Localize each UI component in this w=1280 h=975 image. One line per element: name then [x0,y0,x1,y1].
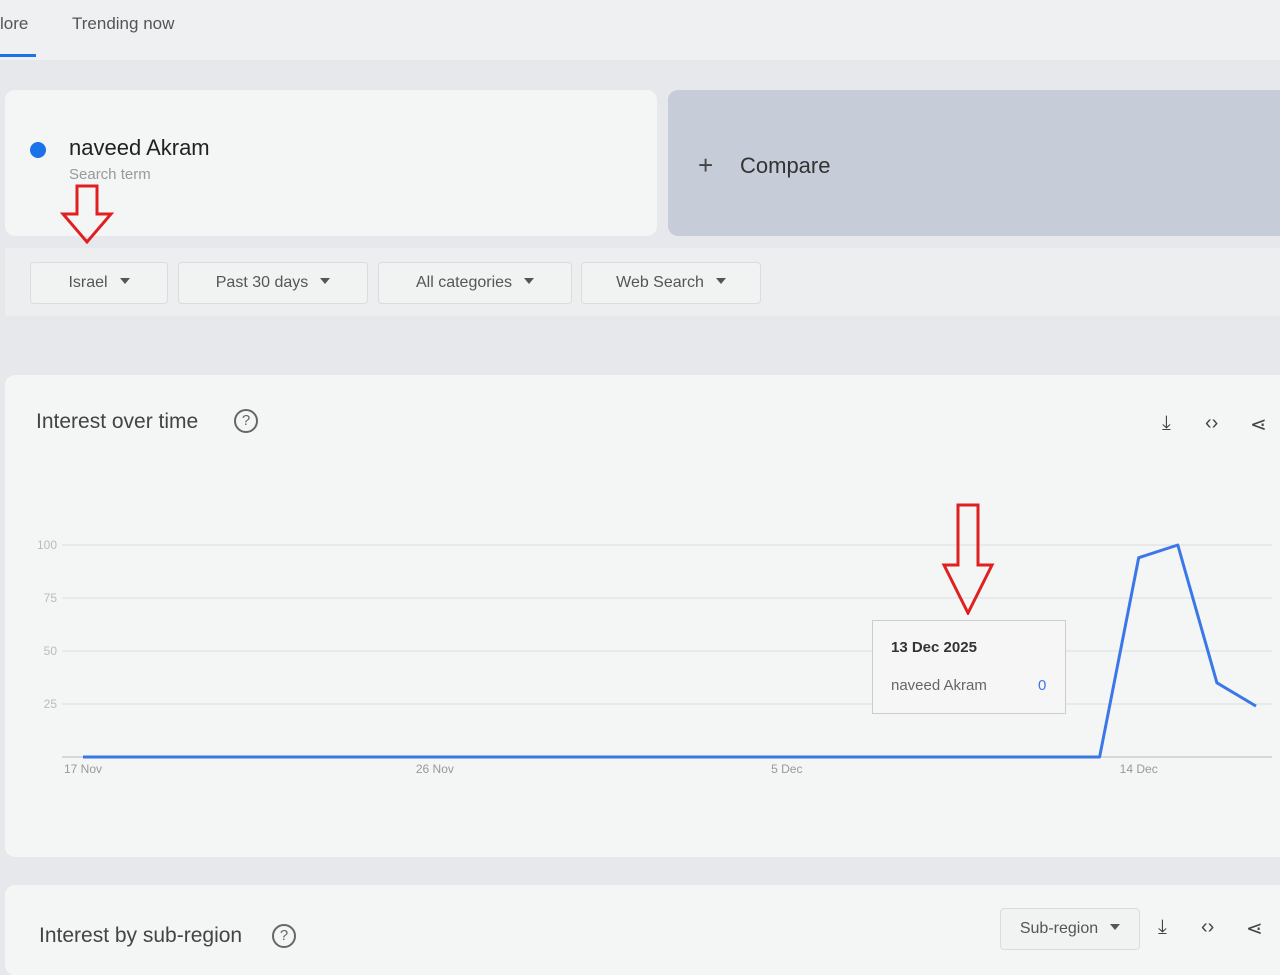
embed-icon[interactable]: ‹› [1205,412,1219,434]
y-tick-label: 75 [44,591,58,605]
filter-dropdown[interactable]: Past 30 days [178,262,368,304]
y-tick-label: 50 [44,644,58,658]
tooltip-title: 13 Dec 2025 [891,639,977,656]
subregion-title: Interest by sub-region [39,924,243,947]
red-arrow [941,503,995,615]
compare-label[interactable]: Compare [740,153,831,178]
share-icon[interactable]: ⋖ [1250,414,1267,436]
download-icon[interactable]: ⤓ [1162,412,1171,434]
line [83,543,1257,759]
share-icon[interactable]: ⋖ [1246,918,1263,940]
tooltip [872,620,1066,714]
search-term[interactable]: naveed Akram [69,135,210,160]
tab[interactable]: lore [0,14,29,33]
compare-card[interactable] [668,90,1280,236]
help-icon[interactable]: ? [272,924,296,948]
x-tick-label: 5 Dec [771,762,802,776]
x-tick-label: 26 Nov [416,762,454,776]
chart-card [5,375,1280,857]
red-arrow [60,184,114,245]
filter-dropdown[interactable]: Web Search [581,262,761,304]
x-tick-label: 14 Dec [1120,762,1158,776]
plus-icon: + [698,150,714,180]
search-sublabel: Search term [69,166,151,183]
chart-title: Interest over time [36,410,199,433]
x-tick-label: 17 Nov [64,762,102,776]
tab[interactable]: Trending now [72,14,175,33]
chart: 25 50 75 100 17 Nov 26 Nov 5 Dec 14 Dec [37,538,1272,776]
search-card [5,90,657,236]
filter-dropdown[interactable]: Israel [30,262,168,304]
embed-icon[interactable]: ‹› [1201,916,1215,938]
series-dot [30,142,46,158]
tooltip-series: naveed Akram [891,677,987,694]
y-tick-label: 25 [44,697,58,711]
subregion-dropdown[interactable]: Sub-region [1000,908,1140,950]
y-tick-label: 100 [37,538,57,552]
tab-indicator [0,54,36,57]
download-icon[interactable]: ⤓ [1158,916,1167,938]
tooltip-value: 0 [1038,677,1047,694]
help-icon[interactable]: ? [234,409,258,433]
filter-dropdown[interactable]: All categories [378,262,572,304]
top-bar [0,0,1280,60]
